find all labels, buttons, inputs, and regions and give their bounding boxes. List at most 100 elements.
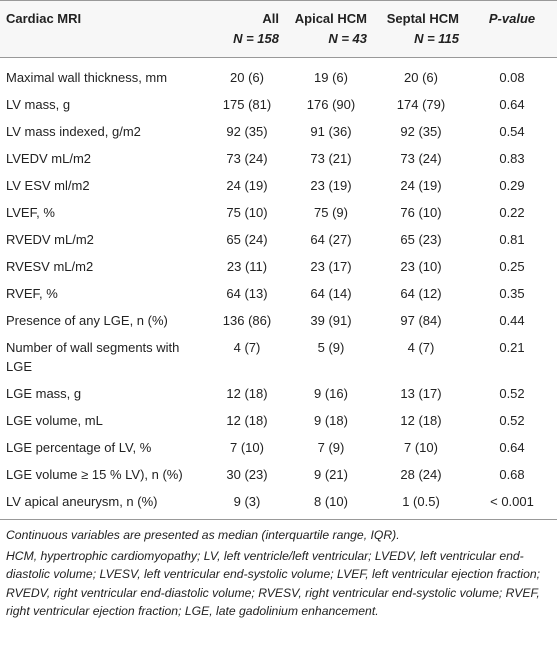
row-label: RVESV mL/m2 bbox=[6, 259, 94, 274]
cell: < 0.001 bbox=[490, 494, 534, 509]
cell: 0.52 bbox=[499, 413, 525, 428]
table-row: LV mass, g 175 (81) 176 (90) 174 (79) 0.64 bbox=[0, 91, 557, 118]
table-row: LV ESV ml/m2 24 (19) 23 (19) 24 (19) 0.29 bbox=[0, 172, 557, 199]
cell: 9 (16) bbox=[314, 386, 348, 401]
cell: 136 (86) bbox=[222, 313, 272, 328]
header-cell: P-value bbox=[467, 0, 557, 58]
header-text: Septal HCM bbox=[386, 11, 459, 26]
cell: 64 (12) bbox=[400, 286, 442, 301]
header-row: Cardiac MRI All N = 158 Apical HCM N = 43 Sep… bbox=[0, 0, 557, 58]
cell: 9 (21) bbox=[314, 467, 348, 482]
cell: 23 (11) bbox=[226, 259, 268, 274]
cell: 4 (7) bbox=[233, 340, 261, 355]
cell: 9 (3) bbox=[233, 494, 261, 509]
row-label: RVEF, % bbox=[6, 286, 58, 301]
row-label: LGE volume ≥ 15 % LV), n (%) bbox=[6, 467, 183, 482]
cell: 23 (17) bbox=[310, 259, 352, 274]
table-row: LVEDV mL/m2 73 (24) 73 (21) 73 (24) 0.83 bbox=[0, 145, 557, 172]
cell: 19 (6) bbox=[314, 70, 348, 85]
header-cell: All N = 158 bbox=[207, 0, 287, 58]
cell: 97 (84) bbox=[400, 313, 442, 328]
row-label: LVEF, % bbox=[6, 205, 55, 220]
table-row: Maximal wall thickness, mm 20 (6) 19 (6) 20… bbox=[0, 58, 557, 92]
table-body: Maximal wall thickness, mm 20 (6) 19 (6) 20… bbox=[0, 58, 557, 520]
cell: 0.68 bbox=[499, 467, 525, 482]
table-row: LV mass indexed, g/m2 92 (35) 91 (36) 92 (3… bbox=[0, 118, 557, 145]
cell: 0.35 bbox=[499, 286, 525, 301]
cell: 7 (9) bbox=[317, 440, 345, 455]
row-label: Number of wall segments with LGE bbox=[6, 340, 180, 374]
cell: 0.21 bbox=[499, 340, 525, 355]
cell: 73 (24) bbox=[226, 151, 268, 166]
table-row: LGE percentage of LV, % 7 (10) 7 (9) 7 (10)… bbox=[0, 434, 557, 461]
cell: 30 (23) bbox=[226, 467, 268, 482]
cell: 76 (10) bbox=[400, 205, 442, 220]
header-text: N = 43 bbox=[328, 31, 367, 46]
table-row: RVEF, % 64 (13) 64 (14) 64 (12) 0.35 bbox=[0, 280, 557, 307]
row-label: LVEDV mL/m2 bbox=[6, 151, 92, 166]
cell: 73 (24) bbox=[400, 151, 442, 166]
cell: 23 (10) bbox=[400, 259, 442, 274]
cell: 91 (36) bbox=[310, 124, 352, 139]
cell: 0.25 bbox=[499, 259, 525, 274]
table-row: Number of wall segments with LGE 4 (7) 5 (… bbox=[0, 334, 557, 380]
cell: 64 (27) bbox=[310, 232, 352, 247]
cell: 0.54 bbox=[499, 124, 525, 139]
cell: 73 (21) bbox=[310, 151, 352, 166]
cell: 0.64 bbox=[499, 440, 525, 455]
header-text: N = 158 bbox=[233, 31, 279, 46]
header-text: All bbox=[262, 11, 279, 26]
cell: 7 (10) bbox=[230, 440, 264, 455]
table-row: LGE volume ≥ 15 % LV), n (%) 30 (23) 9 (21… bbox=[0, 461, 557, 488]
cell: 1 (0.5) bbox=[402, 494, 440, 509]
table: Cardiac MRI All N = 158 Apical HCM N = 43 Sep… bbox=[0, 0, 557, 520]
cell: 0.52 bbox=[499, 386, 525, 401]
table-row: LVEF, % 75 (10) 75 (9) 76 (10) 0.22 bbox=[0, 199, 557, 226]
row-label: LGE mass, g bbox=[6, 386, 82, 401]
footnote: HCM, hypertrophic cardiomyopathy; LV, le… bbox=[6, 548, 541, 619]
row-label: LV apical aneurysm, n (%) bbox=[6, 494, 158, 509]
table-row: LV apical aneurysm, n (%) 9 (3) 8 (10) 1 (0… bbox=[0, 488, 557, 520]
cell: 0.83 bbox=[499, 151, 525, 166]
header-cell: Septal HCM N = 115 bbox=[375, 0, 467, 58]
cell: 23 (19) bbox=[310, 178, 352, 193]
cell: 0.29 bbox=[499, 178, 525, 193]
cell: 92 (35) bbox=[400, 124, 442, 139]
row-label: RVEDV mL/m2 bbox=[6, 232, 94, 247]
row-label: LGE percentage of LV, % bbox=[6, 440, 152, 455]
footnote: Continuous variables are presented as me… bbox=[6, 528, 400, 542]
cell: 20 (6) bbox=[404, 70, 438, 85]
row-label: LV mass indexed, g/m2 bbox=[6, 124, 141, 139]
cell: 75 (10) bbox=[226, 205, 268, 220]
cell: 4 (7) bbox=[407, 340, 435, 355]
table-header: Cardiac MRI All N = 158 Apical HCM N = 43 Sep… bbox=[0, 0, 557, 58]
cell: 24 (19) bbox=[400, 178, 442, 193]
cell: 0.22 bbox=[499, 205, 525, 220]
cell: 92 (35) bbox=[226, 124, 268, 139]
header-text: Cardiac MRI bbox=[6, 11, 82, 26]
table-row: RVESV mL/m2 23 (11) 23 (17) 23 (10) 0.25 bbox=[0, 253, 557, 280]
cell: 176 (90) bbox=[306, 97, 356, 112]
row-label: LGE volume, mL bbox=[6, 413, 103, 428]
cell: 13 (17) bbox=[400, 386, 442, 401]
table-row: Presence of any LGE, n (%) 136 (86) 39 (91… bbox=[0, 307, 557, 334]
table-row: LGE volume, mL 12 (18) 9 (18) 12 (18) 0.52 bbox=[0, 407, 557, 434]
cell: 75 (9) bbox=[314, 205, 348, 220]
header-cell: Cardiac MRI bbox=[0, 0, 207, 58]
cell: 28 (24) bbox=[400, 467, 442, 482]
cell: 8 (10) bbox=[314, 494, 348, 509]
cell: 65 (24) bbox=[226, 232, 268, 247]
cell: 0.81 bbox=[499, 232, 525, 247]
footnotes: Continuous variables are presented as me… bbox=[0, 520, 557, 621]
cell: 12 (18) bbox=[226, 413, 268, 428]
row-label: Maximal wall thickness, mm bbox=[6, 70, 168, 85]
cell: 0.64 bbox=[499, 97, 525, 112]
header-text: Apical HCM bbox=[294, 11, 367, 26]
cell: 0.08 bbox=[499, 70, 525, 85]
cell: 9 (18) bbox=[314, 413, 348, 428]
header-cell: Apical HCM N = 43 bbox=[287, 0, 375, 58]
table-row: LGE mass, g 12 (18) 9 (16) 13 (17) 0.52 bbox=[0, 380, 557, 407]
row-label: Presence of any LGE, n (%) bbox=[6, 313, 168, 328]
cell: 7 (10) bbox=[404, 440, 438, 455]
